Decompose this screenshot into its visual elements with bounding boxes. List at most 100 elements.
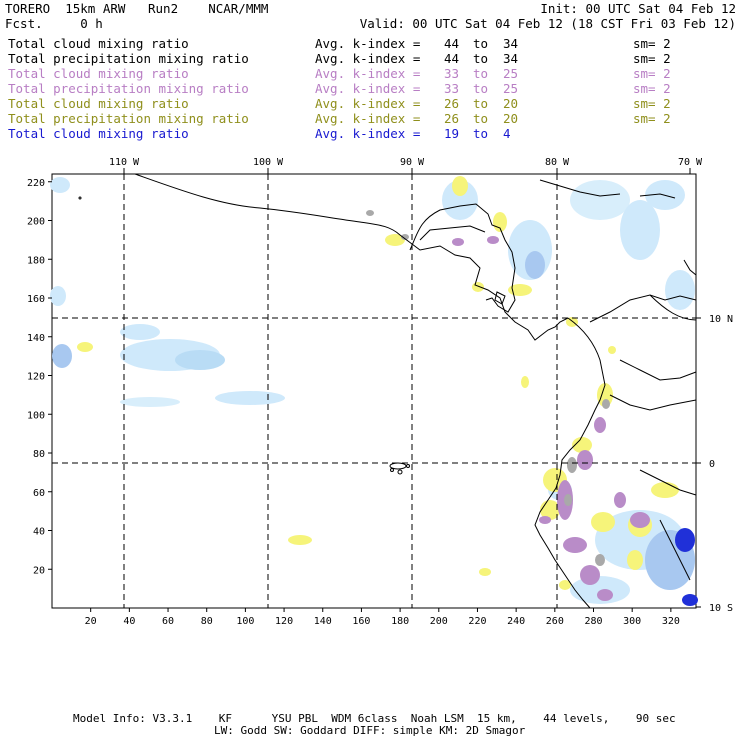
legend-to-word: to — [473, 96, 489, 111]
legend-k-index-label: Avg. k-index = — [315, 66, 428, 81]
lon-label: 90 W — [400, 157, 425, 168]
y-tick-label: 20 — [33, 565, 45, 576]
legend-field-name: Total cloud mixing ratio — [8, 126, 189, 141]
y-tick-label: 120 — [27, 372, 45, 383]
x-tick-label: 320 — [662, 616, 680, 627]
cloud-area — [570, 180, 630, 220]
yellow-area — [472, 282, 484, 292]
legend-smoothing: sm= 2 — [633, 96, 671, 111]
legend-k-index-to: 34 — [503, 36, 519, 51]
cloud-area — [442, 180, 478, 220]
legend-k-index-from: 33 — [444, 66, 460, 81]
model-info-line1: Model Info: V3.3.1 KF YSU PBL WDM 6class… — [73, 712, 676, 725]
island — [390, 468, 394, 472]
legend-to-word: to — [473, 51, 489, 66]
yellow-area — [608, 346, 616, 354]
cloud-area — [215, 391, 285, 405]
legend-smoothing: sm= 2 — [633, 51, 671, 66]
x-tick-label: 220 — [468, 616, 486, 627]
yellow-area — [288, 535, 312, 545]
cloud-area — [50, 286, 66, 306]
purple-area — [580, 565, 600, 585]
legend-field-name: Total precipitation mixing ratio — [8, 81, 249, 96]
island-dot — [78, 196, 82, 200]
y-tick-label: 140 — [27, 333, 45, 344]
legend-to-word: to — [473, 111, 489, 126]
legend-k-index-label: Avg. k-index = — [315, 96, 428, 111]
gray-area — [401, 234, 409, 240]
legend-k-index-to: 25 — [503, 66, 519, 81]
axes: 20 40 60 80 100 120 140 160 180 200 220 240 260 280 30… — [27, 157, 733, 627]
legend-k-index-label: Avg. k-index = — [315, 81, 428, 96]
legend-k-index-label: Avg. k-index = — [315, 126, 428, 141]
cloud-area — [682, 594, 698, 606]
x-tick-label: 200 — [430, 616, 448, 627]
purple-area — [597, 589, 613, 601]
gray-area — [567, 457, 577, 473]
map-frame — [51, 173, 697, 609]
gray-area — [366, 210, 374, 216]
legend-field-name: Total precipitation mixing ratio — [8, 111, 249, 126]
legend-smoothing: sm= 2 — [633, 111, 671, 126]
legend-k-index-to: 20 — [503, 111, 519, 126]
coastline-hispaniola — [639, 193, 676, 199]
coastline-east-edge — [683, 259, 697, 276]
island — [406, 464, 410, 468]
run-title: TORERO 15km ARW Run2 NCAR/MMM — [5, 1, 269, 16]
lat-label: 10 N — [709, 314, 733, 325]
x-tick-label: 260 — [546, 616, 564, 627]
cloud-area — [50, 177, 70, 193]
precip-shading — [77, 176, 679, 601]
coastline-yucatan — [419, 225, 486, 241]
legend-to-word: to — [473, 66, 489, 81]
lake-nicaragua — [494, 291, 506, 305]
legend-smoothing: sm= 2 — [633, 66, 671, 81]
gray-area — [564, 494, 572, 506]
x-tick-label: 40 — [123, 616, 135, 627]
x-tick-label: 140 — [314, 616, 332, 627]
lon-label: 110 W — [109, 157, 140, 168]
cloud-area — [620, 200, 660, 260]
x-tick-label: 80 — [201, 616, 213, 627]
island — [397, 469, 403, 475]
cloud-area — [52, 344, 72, 368]
legend-k-index-from: 19 — [444, 126, 460, 141]
coastline-interior-2 — [619, 359, 697, 381]
yellow-area — [651, 482, 679, 498]
purple-area — [577, 450, 593, 470]
x-tick-label: 240 — [507, 616, 525, 627]
legend-to-word: to — [473, 36, 489, 51]
map-frame-group — [51, 173, 697, 609]
legend-k-index-to: 34 — [503, 51, 519, 66]
y-tick-label: 60 — [33, 488, 45, 499]
legend-k-index-to: 20 — [503, 96, 519, 111]
legend-k-index-label: Avg. k-index = — [315, 111, 428, 126]
legend-field-name: Total precipitation mixing ratio — [8, 51, 249, 66]
purple-area — [487, 236, 499, 244]
coastlines — [78, 173, 697, 609]
purple-area — [630, 512, 650, 528]
y-tick-label: 40 — [33, 527, 45, 538]
x-tick-label: 300 — [623, 616, 641, 627]
coastline-south-america-west — [534, 317, 606, 609]
cloud-area — [175, 350, 225, 370]
legend-k-index-from: 26 — [444, 96, 460, 111]
legend-k-index-to: 25 — [503, 81, 519, 96]
legend-to-word: to — [473, 81, 489, 96]
gray-area — [602, 399, 610, 409]
yellow-area — [385, 234, 405, 246]
yellow-area — [452, 176, 468, 196]
lat-label: 10 S — [709, 603, 733, 614]
coastline-interior-1 — [609, 394, 697, 411]
legend-k-index-from: 26 — [444, 111, 460, 126]
lon-label: 100 W — [253, 157, 284, 168]
cloud-area — [525, 251, 545, 279]
yellow-area — [591, 512, 615, 532]
yellow-area — [559, 580, 571, 590]
y-tick-label: 80 — [33, 449, 45, 460]
lon-label: 70 W — [678, 157, 703, 168]
yellow-area — [508, 284, 532, 296]
lat-label: 0 — [709, 459, 715, 470]
cloud-area — [570, 576, 630, 604]
gray-area — [595, 554, 605, 566]
